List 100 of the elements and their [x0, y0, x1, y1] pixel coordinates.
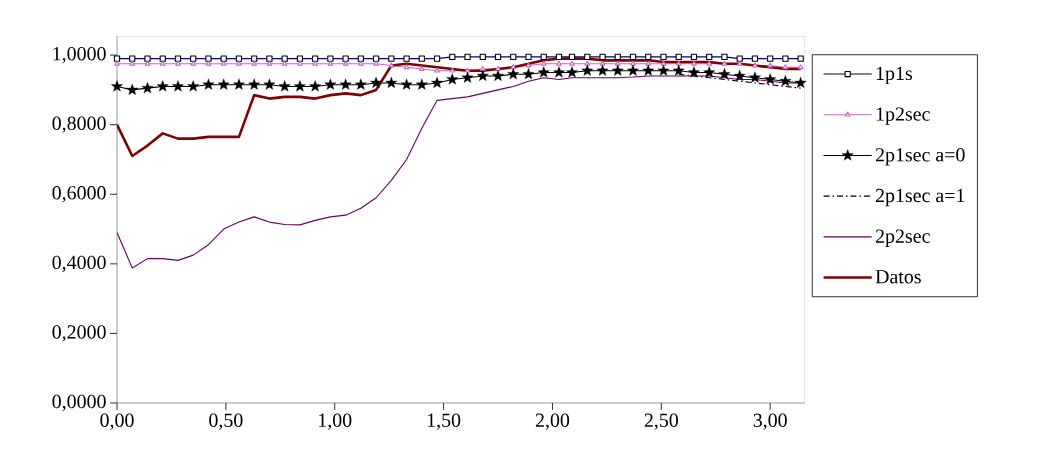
point — [294, 80, 306, 92]
point — [312, 60, 318, 66]
point — [141, 82, 154, 94]
point — [446, 73, 459, 85]
point — [449, 67, 456, 73]
point — [718, 68, 731, 80]
point — [794, 76, 807, 88]
legend-label: 2p1sec a=1 — [875, 188, 965, 207]
point — [611, 64, 624, 76]
point — [175, 60, 181, 66]
point — [358, 60, 364, 66]
point — [599, 60, 606, 66]
point — [537, 66, 550, 78]
point — [111, 80, 123, 92]
point — [236, 60, 242, 66]
x-tick-label: 1,00 — [319, 413, 352, 430]
point — [431, 76, 443, 88]
point — [385, 76, 398, 88]
point — [400, 78, 413, 90]
point — [190, 60, 196, 66]
point — [495, 65, 501, 71]
point — [461, 71, 474, 83]
point — [266, 60, 273, 66]
point — [510, 64, 517, 70]
x-tick-label: 2,00 — [535, 413, 570, 430]
point — [205, 60, 212, 66]
point — [733, 69, 746, 81]
legend-label: 2p2sec — [875, 229, 930, 247]
point — [736, 60, 743, 66]
point — [370, 76, 382, 88]
x-tick-label: 0,50 — [209, 413, 243, 430]
point — [596, 64, 609, 76]
point — [691, 60, 697, 66]
point — [342, 60, 349, 66]
point — [703, 66, 716, 78]
point — [217, 78, 230, 90]
point — [434, 67, 440, 73]
point — [129, 60, 136, 66]
point — [507, 68, 520, 80]
point — [159, 60, 166, 66]
point — [642, 64, 655, 76]
point — [630, 60, 636, 66]
point — [569, 60, 575, 66]
point — [525, 62, 532, 68]
point — [464, 67, 471, 73]
y-tick-label: 0,6000 — [52, 186, 106, 203]
point — [553, 66, 565, 78]
point — [419, 65, 425, 71]
point — [706, 60, 713, 66]
point — [415, 78, 428, 90]
point — [657, 64, 670, 76]
point — [251, 60, 257, 66]
point — [202, 78, 215, 90]
point — [126, 83, 139, 95]
point — [556, 60, 562, 66]
point — [566, 66, 578, 78]
point — [403, 64, 410, 70]
point — [233, 78, 245, 90]
point — [263, 78, 276, 90]
point — [584, 60, 591, 66]
point — [675, 60, 682, 66]
legend-label: 2p1sec a=0 — [875, 148, 965, 166]
point — [172, 80, 184, 92]
point — [581, 64, 594, 76]
point — [688, 66, 700, 78]
point — [476, 69, 489, 81]
x-tick-label: 1,50 — [427, 413, 461, 430]
point — [645, 60, 652, 66]
point — [388, 62, 395, 68]
point — [749, 71, 761, 83]
point — [339, 78, 352, 90]
point — [522, 68, 535, 80]
point — [309, 80, 321, 92]
y-tick-label: 1,0000 — [53, 46, 106, 64]
point — [297, 60, 303, 66]
point — [324, 78, 337, 90]
point — [672, 64, 685, 76]
point — [373, 60, 379, 66]
x-tick-label: 0,00 — [100, 413, 134, 430]
point — [614, 60, 621, 66]
point — [627, 64, 639, 76]
x-tick-label: 3,00 — [753, 413, 787, 430]
point — [767, 62, 773, 68]
x-tick-label: 2,50 — [644, 413, 678, 430]
point — [492, 69, 504, 81]
y-tick-label: 0,8000 — [52, 116, 106, 133]
point — [479, 65, 486, 71]
legend-label: 1p1s — [876, 66, 912, 85]
point — [764, 73, 777, 85]
point — [540, 60, 547, 66]
point — [144, 60, 151, 66]
point — [278, 80, 291, 92]
point — [779, 75, 792, 87]
point — [281, 60, 288, 66]
point — [752, 62, 758, 68]
legend-label: 1p2sec — [876, 107, 930, 125]
point — [187, 80, 200, 92]
point — [327, 60, 334, 66]
y-tick-label: 0,0000 — [52, 394, 106, 412]
point — [248, 78, 261, 90]
